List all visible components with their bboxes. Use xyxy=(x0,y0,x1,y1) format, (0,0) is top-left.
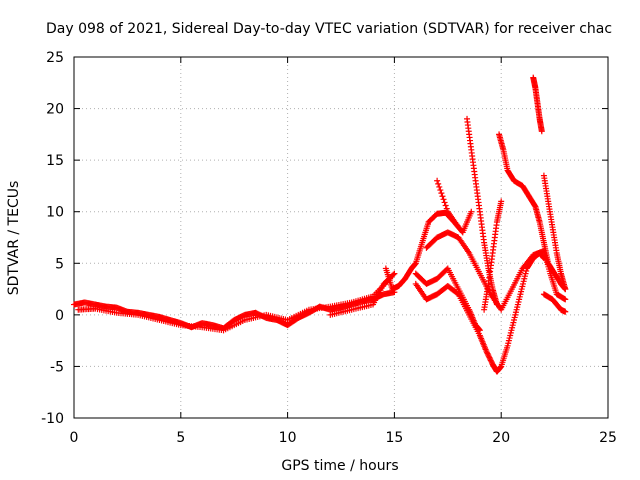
data-point xyxy=(391,270,398,277)
data-point xyxy=(562,286,569,293)
data-point xyxy=(485,351,492,358)
plot-frame xyxy=(73,56,609,419)
data-point xyxy=(488,358,495,365)
x-tick-label: 5 xyxy=(176,430,185,446)
series-trace-10 xyxy=(530,74,545,135)
data-point xyxy=(486,354,493,361)
series-trace-1 xyxy=(75,275,394,334)
data-point xyxy=(442,202,449,209)
data-point xyxy=(538,128,545,135)
data-points xyxy=(71,74,569,375)
data-point xyxy=(485,353,492,360)
x-tick-label: 20 xyxy=(492,430,510,446)
series-trace-7 xyxy=(464,115,500,308)
data-point xyxy=(562,308,569,315)
data-point xyxy=(436,183,443,190)
data-point xyxy=(434,177,441,184)
x-tick-label: 25 xyxy=(599,430,617,446)
data-point xyxy=(481,306,488,313)
y-tick-label: 20 xyxy=(46,102,64,118)
x-tick-label: 10 xyxy=(279,430,297,446)
y-tick-label: 15 xyxy=(46,153,64,169)
tick-labels: 0 5 10 15 20 25 -10 -5 0 5 10 15 20 25 xyxy=(41,50,617,446)
x-tick-label: 15 xyxy=(385,430,403,446)
data-point xyxy=(390,271,397,278)
data-point xyxy=(441,199,448,206)
x-axis-label: GPS time / hours xyxy=(281,458,398,474)
y-tick-label: -5 xyxy=(50,359,64,375)
series-trace-11 xyxy=(540,172,569,293)
data-point xyxy=(468,208,475,215)
data-point xyxy=(562,296,569,303)
data-point xyxy=(439,193,446,200)
data-point xyxy=(484,350,491,357)
series-trace-12 xyxy=(540,291,569,315)
series-trace-3 xyxy=(434,177,462,231)
y-tick-label: -10 xyxy=(41,411,64,427)
data-point xyxy=(443,205,450,212)
series-trace-2 xyxy=(382,208,475,293)
chart-title: Day 098 of 2021, Sidereal Day-to-day VTE… xyxy=(46,21,612,37)
y-tick-label: 25 xyxy=(46,50,64,66)
series-trace-13 xyxy=(327,270,398,318)
grid xyxy=(74,57,608,418)
data-point xyxy=(455,224,462,231)
data-point xyxy=(437,187,444,194)
data-point xyxy=(435,180,442,187)
data-point xyxy=(440,196,447,203)
data-point xyxy=(483,347,490,354)
y-tick-label: 0 xyxy=(55,308,64,324)
data-point xyxy=(438,190,445,197)
series-trace-6 xyxy=(412,265,483,334)
data-point xyxy=(487,356,494,363)
ticks xyxy=(73,56,609,419)
data-point xyxy=(483,349,490,356)
x-tick-label: 0 xyxy=(70,430,79,446)
series-trace-4 xyxy=(412,249,547,375)
y-axis-label: SDTVAR / TECUs xyxy=(6,181,22,296)
data-point xyxy=(476,327,483,334)
series-trace-9 xyxy=(481,198,505,313)
y-tick-label: 5 xyxy=(55,256,64,272)
y-tick-label: 10 xyxy=(46,205,64,221)
data-point xyxy=(487,357,494,364)
data-point xyxy=(493,301,500,308)
